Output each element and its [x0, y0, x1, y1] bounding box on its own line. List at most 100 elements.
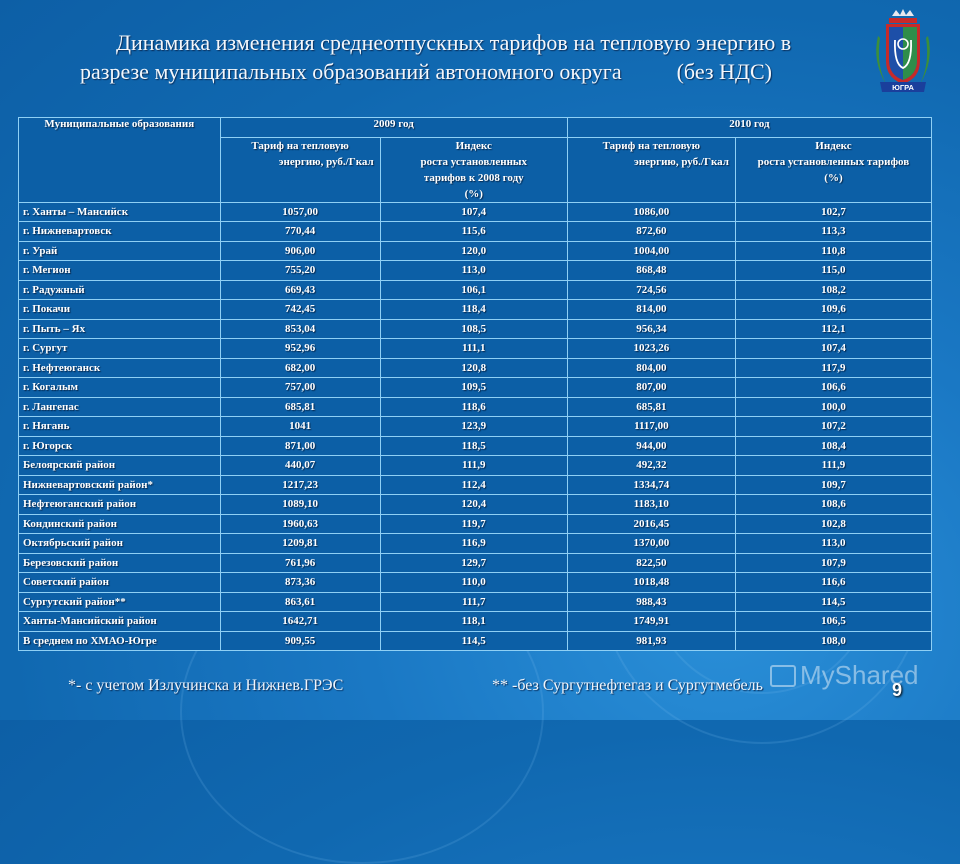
tariff-2010-cell: 1086,00: [566, 201, 736, 222]
table-row: г. Нефтеюганск 682,00 120,8 804,00 117,9: [18, 357, 933, 378]
index-2009-cell: 112,4: [379, 474, 568, 495]
tariff-2010-cell: 1183,10: [566, 494, 736, 515]
tariff-2010-cell: 868,48: [566, 260, 736, 281]
municipality-cell: Березовский район: [18, 552, 221, 573]
tariff-2010-cell: 1370,00: [566, 533, 736, 554]
tariff-2009-cell: 755,20: [219, 260, 381, 281]
municipality-cell: Нефтеюганский район: [18, 494, 221, 515]
index-2009-cell: 120,4: [379, 494, 568, 515]
index-2009-cell: 111,7: [379, 591, 568, 612]
municipality-cell: г. Югорск: [18, 435, 221, 456]
municipality-cell: г. Мегион: [18, 260, 221, 281]
index-2010-cell: 113,3: [734, 221, 933, 242]
tariff-2009-cell: 1089,10: [219, 494, 381, 515]
municipality-cell: г. Пыть – Ях: [18, 318, 221, 339]
index-2009-cell: 123,9: [379, 416, 568, 437]
tariff-2010-cell: 492,32: [566, 455, 736, 476]
header-index-2010: Индекс роста установленных тарифов (%): [734, 136, 933, 203]
tariff-2010-cell: 724,56: [566, 279, 736, 300]
table-row: г. Урай 906,00 120,0 1004,00 110,8: [18, 240, 933, 261]
index-2009-cell: 115,6: [379, 221, 568, 242]
municipality-cell: г. Покачи: [18, 299, 221, 320]
tariff-2010-cell: 804,00: [566, 357, 736, 378]
municipality-cell: г. Лангепас: [18, 396, 221, 417]
table-row: г. Когалым 757,00 109,5 807,00 106,6: [18, 377, 933, 398]
index-2010-cell: 113,0: [734, 533, 933, 554]
header-year-2009: 2009 год: [219, 117, 568, 138]
header-tariff-2010: Тариф на тепловую энергию, руб./Гкал: [566, 136, 736, 203]
tariff-2009-cell: 770,44: [219, 221, 381, 242]
municipality-cell: Белоярский район: [18, 455, 221, 476]
table-row: Белоярский район 440,07 111,9 492,32 111,9: [18, 455, 933, 476]
index-2009-cell: 106,1: [379, 279, 568, 300]
tariff-2010-cell: 1749,91: [566, 611, 736, 632]
index-2009-cell: 118,5: [379, 435, 568, 456]
tariff-2009-cell: 757,00: [219, 377, 381, 398]
index-2010-cell: 111,9: [734, 455, 933, 476]
tariff-2010-cell: 685,81: [566, 396, 736, 417]
tariff-2009-cell: 871,00: [219, 435, 381, 456]
index-2009-cell: 120,0: [379, 240, 568, 261]
index-2010-cell: 106,6: [734, 377, 933, 398]
tariff-2010-cell: 822,50: [566, 552, 736, 573]
index-2010-cell: 108,2: [734, 279, 933, 300]
table-row: г. Югорск 871,00 118,5 944,00 108,4: [18, 435, 933, 456]
footnote-2: ** -без Сургутнефтегаз и Сургутмебель: [492, 677, 763, 694]
table-row: г. Мегион 755,20 113,0 868,48 115,0: [18, 260, 933, 281]
index-2010-cell: 107,4: [734, 338, 933, 359]
index-2009-cell: 116,9: [379, 533, 568, 554]
index-2010-cell: 107,2: [734, 416, 933, 437]
municipality-cell: г. Ханты – Мансийск: [18, 201, 221, 222]
tariff-2009-cell: 440,07: [219, 455, 381, 476]
tariff-2009-cell: 1057,00: [219, 201, 381, 222]
index-2010-cell: 100,0: [734, 396, 933, 417]
tariff-2009-cell: 1960,63: [219, 513, 381, 534]
tariff-2010-cell: 807,00: [566, 377, 736, 398]
index-2010-cell: 108,6: [734, 494, 933, 515]
tariff-2009-cell: 863,61: [219, 591, 381, 612]
header-year-2010: 2010 год: [566, 117, 933, 138]
tariff-2009-cell: 1642,71: [219, 611, 381, 632]
tariff-2009-cell: 1209,81: [219, 533, 381, 554]
index-2009-cell: 111,9: [379, 455, 568, 476]
tariff-2009-cell: 761,96: [219, 552, 381, 573]
tariff-2009-cell: 669,43: [219, 279, 381, 300]
index-2009-cell: 118,6: [379, 396, 568, 417]
table-row: Нефтеюганский район 1089,10 120,4 1183,10 10…: [18, 494, 933, 515]
tariff-2010-cell: 872,60: [566, 221, 736, 242]
slide-title: Динамика изменения среднеотпускных тариф…: [80, 28, 860, 86]
tariff-2010-cell: 814,00: [566, 299, 736, 320]
header-municipality: Муниципальные образования: [18, 117, 221, 203]
table-row: Кондинский район 1960,63 119,7 2016,45 102,8: [18, 513, 933, 534]
municipality-cell: г. Радужный: [18, 279, 221, 300]
table-row: г. Сургут 952,96 111,1 1023,26 107,4: [18, 338, 933, 359]
municipality-cell: Сургутский район**: [18, 591, 221, 612]
table-row: Советский район 873,36 110,0 1018,48 116,6: [18, 572, 933, 593]
index-2009-cell: 114,5: [379, 630, 568, 651]
table-row: Сургутский район** 863,61 111,7 988,43 114,5: [18, 591, 933, 612]
tariff-2010-cell: 956,34: [566, 318, 736, 339]
index-2010-cell: 116,6: [734, 572, 933, 593]
svg-text:ЮГРА: ЮГРА: [892, 83, 914, 92]
index-2009-cell: 108,5: [379, 318, 568, 339]
table-row: Нижневартовский район* 1217,23 112,4 1334,7…: [18, 474, 933, 495]
tariff-2009-cell: 952,96: [219, 338, 381, 359]
municipality-cell: Кондинский район: [18, 513, 221, 534]
municipality-cell: г. Нягань: [18, 416, 221, 437]
municipality-cell: Октябрьский район: [18, 533, 221, 554]
tariff-2009-cell: 873,36: [219, 572, 381, 593]
table-row: г. Радужный 669,43 106,1 724,56 108,2: [18, 279, 933, 300]
chart-icon: [770, 664, 796, 687]
index-2010-cell: 114,5: [734, 591, 933, 612]
table-row: г. Ханты – Мансийск 1057,00 107,4 1086,00 10…: [18, 201, 933, 222]
tariff-2010-cell: 1334,74: [566, 474, 736, 495]
coat-of-arms-logo-icon: ЮГРА: [876, 9, 930, 92]
tariff-2009-cell: 853,04: [219, 318, 381, 339]
index-2010-cell: 110,8: [734, 240, 933, 261]
index-2010-cell: 112,1: [734, 318, 933, 339]
tariff-2009-cell: 685,81: [219, 396, 381, 417]
slide-title-line1: Динамика изменения среднеотпускных тариф…: [116, 30, 792, 55]
index-2010-cell: 102,8: [734, 513, 933, 534]
tariff-2010-cell: 1117,00: [566, 416, 736, 437]
municipality-cell: Советский район: [18, 572, 221, 593]
